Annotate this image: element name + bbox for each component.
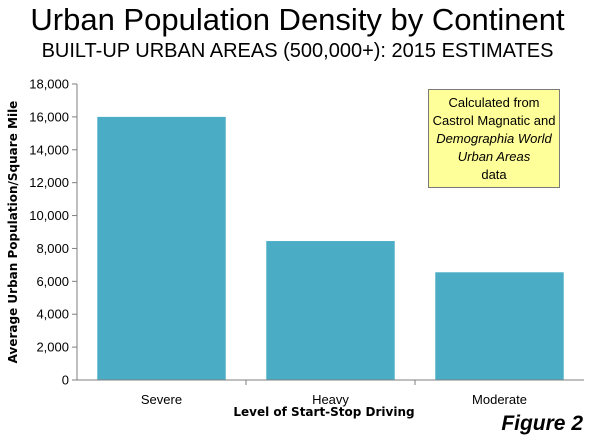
y-tick-label: 6,000 [36, 274, 69, 289]
annotation-line-4: Urban Areas [457, 149, 531, 164]
y-tick-label: 0 [62, 373, 69, 388]
bar-heavy [266, 241, 395, 380]
y-tick-label: 2,000 [36, 340, 69, 355]
annotation-line-3: Demographia World [436, 131, 552, 146]
figure-label: Figure 2 [501, 412, 583, 435]
x-tick-label: Moderate [472, 392, 527, 407]
y-tick-label: 14,000 [29, 142, 69, 157]
y-axis-title: Average Urban Population/Square Mile [6, 101, 20, 364]
y-tick-label: 8,000 [36, 241, 69, 256]
chart-title: Urban Population Density by Continent [30, 2, 565, 37]
annotation-line-5: data [481, 167, 507, 182]
y-tick-label: 12,000 [29, 175, 69, 190]
chart-subtitle: BUILT-UP URBAN AREAS (500,000+): 2015 ES… [41, 40, 554, 62]
x-tick-label: Heavy [312, 392, 349, 407]
y-tick-label: 18,000 [29, 77, 69, 92]
annotation-line-1: Calculated from [448, 95, 540, 110]
y-tick-label: 16,000 [29, 109, 69, 124]
y-tick-label: 4,000 [36, 307, 69, 322]
x-axis-title: Level of Start-Stop Driving [233, 405, 414, 419]
annotation-line-2: Castrol Magnatic and [432, 113, 556, 128]
bar-severe [97, 116, 226, 380]
annotation-box: Calculated from Castrol Magnatic and Dem… [428, 89, 560, 188]
x-tick-label: Severe [141, 392, 182, 407]
bar-moderate [435, 272, 564, 380]
y-tick-label: 10,000 [29, 208, 69, 223]
